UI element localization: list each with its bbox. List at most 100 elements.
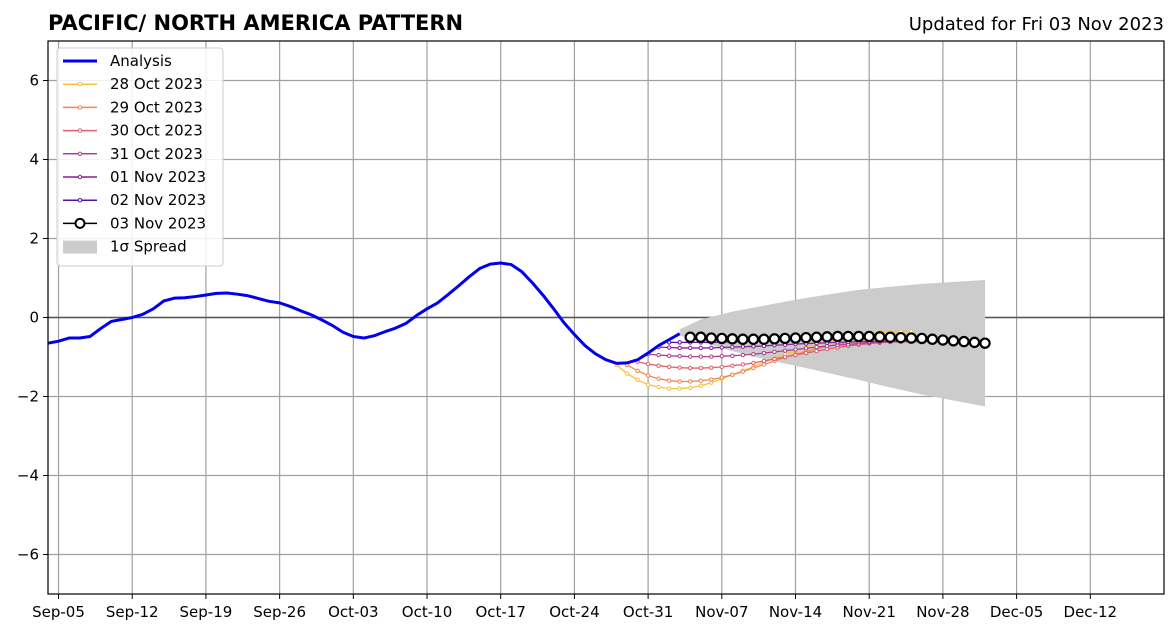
forecast-point (793, 352, 798, 358)
forecast-point (884, 331, 896, 343)
forecast-point (782, 354, 788, 360)
chart-subtitle: Updated for Fri 03 Nov 2023 (909, 14, 1164, 35)
forecast-point (688, 365, 693, 371)
legend-label: 02 Nov 2023 (110, 191, 206, 209)
forecast-point (656, 384, 661, 390)
forecast-point (751, 360, 756, 366)
forecast-point (937, 334, 949, 346)
y-tick-label: 6 (29, 72, 39, 90)
x-tick-label: Dec-05 (990, 603, 1044, 621)
forecast-point (688, 354, 693, 359)
forecast-point (698, 365, 703, 371)
legend: Analysis 28 Oct 2023 29 Oct 2023 30 Oct 202… (56, 47, 224, 267)
legend-handle-marker (77, 174, 83, 180)
legend-handle-marker (74, 217, 86, 229)
forecast-point (905, 332, 918, 344)
chart-title: PACIFIC/ NORTH AMERICA PATTERN (48, 11, 463, 35)
forecast-point (740, 369, 746, 374)
legend-label: Analysis (110, 52, 172, 70)
forecast-point (947, 335, 960, 347)
forecast-point (789, 332, 802, 344)
legend-handle-marker (77, 128, 83, 133)
forecast-point (803, 346, 809, 351)
forecast-point (719, 345, 725, 350)
analysis-line (47, 261, 681, 365)
forecast-point (761, 358, 767, 364)
forecast-point (916, 332, 928, 345)
forecast-point (688, 379, 693, 384)
legend-handle-marker (77, 82, 83, 87)
forecast-point (779, 332, 791, 345)
forecast-point (772, 349, 777, 355)
forecast-point (656, 352, 661, 358)
legend-box (56, 47, 224, 267)
x-tick-label: Nov-28 (916, 603, 969, 621)
forecast-point (719, 364, 725, 370)
forecast-point (677, 354, 682, 359)
x-tick-label: Nov-14 (769, 603, 822, 621)
forecast-point (740, 362, 746, 367)
forecast-point (666, 353, 672, 359)
legend-label: 30 Oct 2023 (110, 122, 203, 140)
forecast-point (821, 331, 833, 343)
forecast-point (730, 372, 735, 377)
forecast-point (758, 333, 770, 345)
forecast-point (747, 333, 760, 345)
forecast-point (645, 382, 651, 387)
forecast-point (730, 353, 735, 359)
forecast-point (761, 362, 767, 367)
forecast-point (751, 352, 756, 357)
forecast-point (698, 345, 703, 351)
y-tick-label: −4 (17, 467, 39, 485)
forecast-point (666, 364, 672, 370)
forecast-point (726, 333, 739, 345)
forecast-point (698, 354, 703, 359)
forecast-point (709, 377, 714, 382)
forecast-point (709, 365, 714, 370)
axes-frame (47, 40, 1165, 595)
forecast-point (979, 337, 991, 349)
legend-handle-marker (77, 105, 83, 110)
legend-label: 03 Nov 2023 (110, 214, 206, 232)
y-tick-label: 0 (29, 309, 39, 327)
forecast-point (751, 365, 756, 371)
legend-handle-spread (63, 240, 97, 254)
forecast-point (709, 345, 714, 351)
forecast-point (831, 330, 844, 343)
forecast-point (803, 350, 809, 356)
forecast-point (874, 331, 886, 343)
legend-handle-marker (77, 151, 83, 157)
forecast-point (677, 386, 682, 391)
legend-handle-marker (77, 198, 83, 203)
forecast-point (737, 333, 749, 345)
forecast-point (709, 354, 714, 359)
forecast-point (698, 383, 703, 389)
forecast-point (688, 385, 693, 391)
forecast-point (688, 345, 693, 351)
forecast-point (705, 332, 717, 344)
forecast-point (730, 344, 735, 350)
forecast-point (645, 373, 651, 378)
forecast-point (814, 344, 819, 350)
x-tick-label: Oct-17 (475, 603, 525, 621)
legend-label: 1σ Spread (110, 238, 187, 256)
forecast-point (698, 378, 703, 383)
forecast-point (635, 368, 640, 374)
forecast-point (740, 352, 746, 358)
forecast-point (716, 332, 728, 345)
legend-label: 01 Nov 2023 (110, 168, 206, 186)
forecast-point (677, 340, 682, 345)
x-tick-label: Sep-12 (106, 603, 159, 621)
forecast-point (656, 363, 661, 368)
y-tick-label: 4 (29, 151, 39, 169)
forecast-point (751, 344, 756, 349)
forecast-point (968, 336, 981, 349)
forecast-point (768, 333, 781, 345)
forecast-point (719, 375, 725, 380)
forecast-point (782, 348, 788, 353)
forecast-point (645, 361, 651, 367)
forecast-point (684, 331, 696, 343)
x-tick-label: Nov-07 (695, 603, 748, 621)
forecast-point (677, 379, 682, 384)
